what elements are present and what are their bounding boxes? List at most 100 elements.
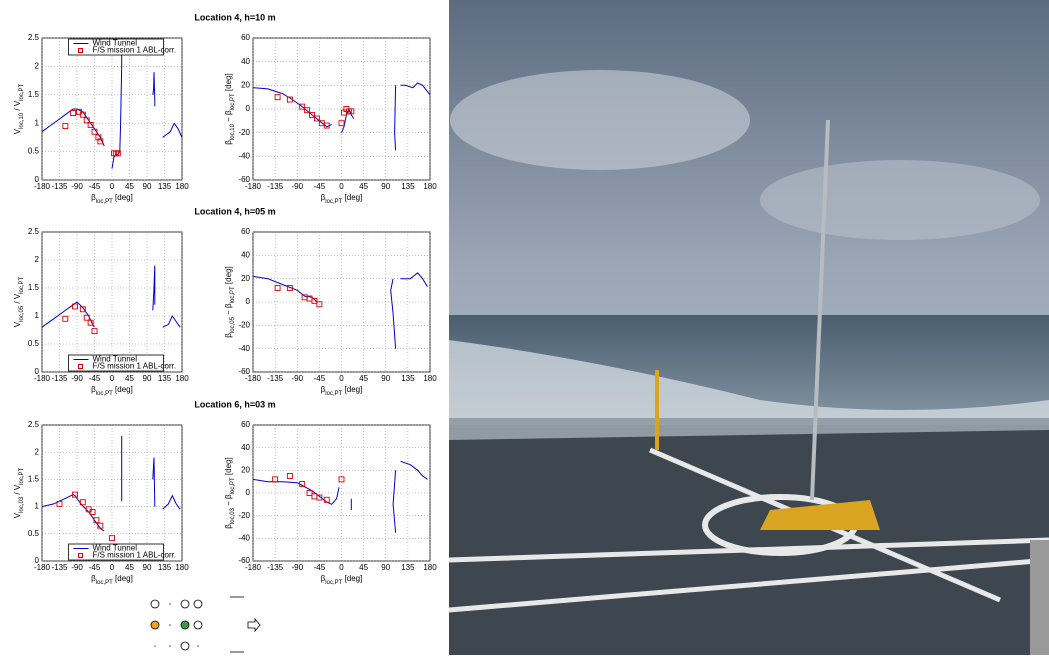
label-part: loc,PT [325,391,342,397]
y-axis-label: Vloc,03 / Vloc,PT [13,467,24,518]
x-tick-label: 180 [423,374,437,383]
y-tick-label: 0.5 [28,529,40,538]
x-tick-label: 0 [110,374,115,383]
y-tick-label: 40 [241,443,250,452]
label-part: [deg] [113,385,133,394]
y-axis-label: βloc,03 − βloc,PT [deg] [224,457,235,528]
y-tick-label: 2.5 [28,33,40,42]
marker-square [114,150,121,157]
marker-square [338,476,345,483]
marker-square [91,328,98,335]
y-tick-label: 0.5 [28,339,40,348]
legend-label: Wind Tunnel [93,39,138,48]
x-axis-label: βloc,PT [deg] [91,574,133,585]
legend-box [68,543,164,561]
label-part: β [224,524,233,529]
x-tick-label: -90 [71,563,83,572]
y-tick-label: 20 [241,465,250,474]
marker-square [299,103,306,110]
label-part: loc,PT [96,580,113,586]
y-tick-label: -20 [238,511,250,520]
legend-swatch [78,553,83,558]
x-tick-label: 90 [143,563,152,572]
x-tick-label: 0 [110,182,115,191]
label-part: loc,03 [19,496,25,513]
label-part: loc,PT [96,199,113,205]
y-tick-label: 1.5 [28,283,40,292]
label-part: loc,PT [230,477,236,494]
x-tick-label: 0 [339,563,344,572]
y-tick-label: 0 [246,297,251,306]
row-title: Location 6, h=03 m [194,399,275,409]
marker-square [274,285,281,291]
y-axis-label: βloc,10 − βloc,PT [deg] [224,73,235,144]
x-tick-label: -180 [34,563,51,572]
y-axis-label: Vloc,05 / Vloc,PT [13,276,24,327]
marker-square [286,96,293,103]
label-part: V [13,321,22,327]
label-part: loc,PT [19,83,25,100]
label-part: loc,05 [19,305,25,322]
label-part: loc,10 [19,112,25,129]
label-part: loc,05 [230,316,236,333]
x-tick-label: -135 [51,563,68,572]
legend-label: Wind Tunnel [93,355,138,364]
legend-label: F/S mission 1 ABL-corr. [93,46,177,55]
label-part: β [224,333,233,338]
label-part: [deg] [342,385,362,394]
y-tick-label: 40 [241,57,250,66]
y-axis-label: βloc,05 − βloc,PT [deg] [224,266,235,337]
marker-square [79,111,86,118]
subplot: -180 -135 -90 -45 0 45 90 135 180 -60 -40 -20 0 20 40 6… [224,227,437,396]
x-axis-label: βloc,PT [deg] [321,574,363,585]
x-tick-label: 90 [381,374,390,383]
x-tick-label: -180 [245,182,262,191]
marker-square [272,476,279,483]
x-tick-label: -135 [267,374,284,383]
marker-square [72,491,79,498]
x-tick-label: -45 [314,374,326,383]
marker-square [286,473,293,479]
x-tick-label: 135 [401,563,415,572]
y-tick-label: -20 [238,320,250,329]
y-tick-label: 0 [35,367,40,376]
label-part: loc,PT [19,276,25,293]
label-part: V [13,512,22,518]
marker-square [83,314,90,321]
marker-square [91,128,98,135]
label-part: loc,PT [96,391,113,397]
label-part: / V [13,100,22,113]
label-part: − β [224,494,233,508]
legend-swatch [78,48,83,53]
x-tick-label: -135 [267,182,284,191]
legend-swatch [78,364,83,369]
x-tick-label: 135 [158,182,172,191]
marker-square [338,120,345,127]
x-tick-label: 90 [143,182,152,191]
marker-square [70,110,77,116]
x-tick-label: -90 [71,374,83,383]
x-tick-label: 45 [125,182,134,191]
marker-square [286,285,293,291]
y-tick-label: 2.5 [28,420,40,429]
x-tick-label: 180 [175,182,189,191]
legend-icons [150,596,261,653]
x-tick-label: 0 [110,563,115,572]
label-part: [deg] [113,574,133,583]
x-axis-label: βloc,PT [deg] [91,385,133,396]
y-tick-label: 2.5 [28,227,40,236]
x-tick-label: 135 [401,182,415,191]
line-series [41,435,181,532]
x-tick-label: 180 [175,563,189,572]
marker-square [89,509,96,515]
x-axis-label: βloc,PT [deg] [91,193,133,204]
label-part: [deg] [224,266,233,286]
marker-square [313,115,320,122]
y-tick-label: 40 [241,250,250,259]
x-tick-label: -45 [314,563,326,572]
y-tick-label: -60 [238,175,250,184]
marker-square [87,319,94,326]
legend-label: F/S mission 1 ABL-corr. [93,362,177,371]
x-tick-label: -90 [291,563,303,572]
x-tick-label: -45 [89,182,101,191]
